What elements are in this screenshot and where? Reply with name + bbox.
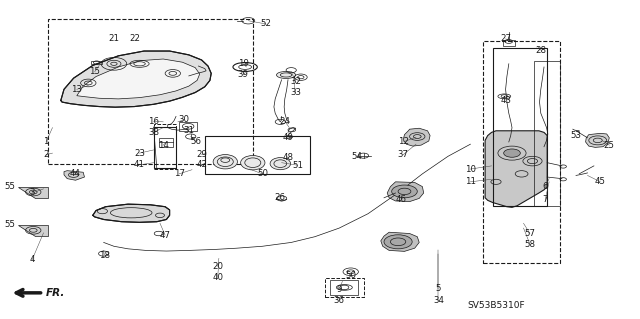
Text: 24: 24 bbox=[279, 117, 291, 126]
Circle shape bbox=[504, 149, 520, 157]
Text: 43: 43 bbox=[500, 96, 511, 105]
Text: 39: 39 bbox=[238, 70, 248, 79]
Polygon shape bbox=[586, 133, 609, 147]
Text: 42: 42 bbox=[196, 160, 207, 169]
Circle shape bbox=[384, 235, 412, 249]
Text: 15: 15 bbox=[89, 67, 100, 76]
Text: 55: 55 bbox=[4, 220, 15, 229]
Text: 51: 51 bbox=[292, 161, 303, 170]
Bar bbox=[330, 280, 358, 295]
Text: 54: 54 bbox=[351, 152, 363, 161]
Text: 49: 49 bbox=[283, 133, 293, 142]
Text: 46: 46 bbox=[396, 195, 407, 204]
Text: 41: 41 bbox=[134, 160, 145, 169]
Text: 31: 31 bbox=[183, 126, 195, 135]
Text: 10: 10 bbox=[465, 165, 476, 174]
Text: 28: 28 bbox=[535, 46, 547, 55]
Text: 47: 47 bbox=[159, 231, 171, 240]
Text: 11: 11 bbox=[465, 177, 476, 186]
Text: 36: 36 bbox=[333, 296, 345, 305]
Text: 2: 2 bbox=[44, 150, 49, 159]
Text: 1: 1 bbox=[44, 137, 49, 146]
Ellipse shape bbox=[241, 155, 265, 170]
Text: 7: 7 bbox=[543, 195, 548, 204]
Text: 38: 38 bbox=[148, 128, 159, 137]
Text: 30: 30 bbox=[179, 115, 190, 124]
Polygon shape bbox=[381, 232, 419, 251]
Text: 19: 19 bbox=[238, 59, 248, 68]
Bar bbox=[503, 40, 515, 46]
Text: 26: 26 bbox=[274, 193, 285, 202]
Polygon shape bbox=[485, 131, 547, 207]
Text: 22: 22 bbox=[129, 34, 140, 43]
Bar bbox=[91, 61, 102, 64]
Polygon shape bbox=[64, 171, 84, 180]
Text: 5: 5 bbox=[436, 284, 441, 293]
Circle shape bbox=[392, 185, 417, 198]
Text: 4: 4 bbox=[29, 256, 35, 264]
Text: 29: 29 bbox=[196, 150, 207, 159]
Text: 48: 48 bbox=[282, 153, 294, 162]
Text: 52: 52 bbox=[260, 19, 271, 28]
Text: 6: 6 bbox=[543, 182, 548, 191]
Text: 58: 58 bbox=[524, 240, 536, 249]
Text: 57: 57 bbox=[524, 229, 536, 238]
Text: 18: 18 bbox=[99, 251, 110, 260]
Bar bbox=[159, 138, 173, 147]
Text: 20: 20 bbox=[212, 262, 223, 271]
Ellipse shape bbox=[270, 158, 291, 170]
Bar bbox=[483, 41, 560, 263]
Polygon shape bbox=[93, 204, 170, 222]
Text: 23: 23 bbox=[134, 149, 145, 158]
Ellipse shape bbox=[213, 155, 237, 169]
Text: 16: 16 bbox=[148, 117, 159, 126]
Text: FR.: FR. bbox=[46, 288, 65, 298]
Text: 17: 17 bbox=[173, 169, 185, 178]
Text: 56: 56 bbox=[190, 137, 202, 146]
Text: 44: 44 bbox=[70, 169, 81, 178]
Bar bbox=[179, 122, 197, 131]
Text: SV53B5310F: SV53B5310F bbox=[467, 301, 525, 310]
Bar bbox=[154, 124, 176, 169]
Text: 33: 33 bbox=[290, 88, 301, 97]
Ellipse shape bbox=[276, 71, 296, 78]
Text: 14: 14 bbox=[157, 141, 169, 150]
Polygon shape bbox=[77, 59, 200, 99]
Text: 27: 27 bbox=[500, 34, 511, 43]
Bar bbox=[48, 19, 253, 164]
Text: 53: 53 bbox=[570, 131, 582, 140]
Bar bbox=[493, 48, 547, 206]
Text: 12: 12 bbox=[397, 137, 409, 146]
Polygon shape bbox=[61, 51, 211, 107]
Bar bbox=[534, 61, 560, 206]
Bar bbox=[325, 278, 364, 297]
Text: 50: 50 bbox=[257, 169, 268, 178]
Polygon shape bbox=[18, 225, 48, 236]
Text: 40: 40 bbox=[212, 273, 223, 282]
Text: 3: 3 bbox=[29, 189, 35, 197]
Text: 32: 32 bbox=[290, 77, 301, 86]
Text: 34: 34 bbox=[433, 296, 444, 305]
Text: 13: 13 bbox=[71, 85, 83, 94]
Polygon shape bbox=[387, 182, 424, 202]
Text: 25: 25 bbox=[604, 141, 615, 150]
Bar bbox=[205, 136, 310, 174]
Text: 21: 21 bbox=[108, 34, 120, 43]
Text: 37: 37 bbox=[397, 150, 409, 159]
Polygon shape bbox=[403, 128, 430, 146]
Text: 45: 45 bbox=[595, 177, 606, 186]
Text: 50: 50 bbox=[345, 271, 356, 280]
Bar bbox=[154, 127, 176, 168]
Text: 55: 55 bbox=[4, 182, 15, 191]
Text: 9: 9 bbox=[337, 285, 342, 294]
Polygon shape bbox=[18, 187, 48, 198]
